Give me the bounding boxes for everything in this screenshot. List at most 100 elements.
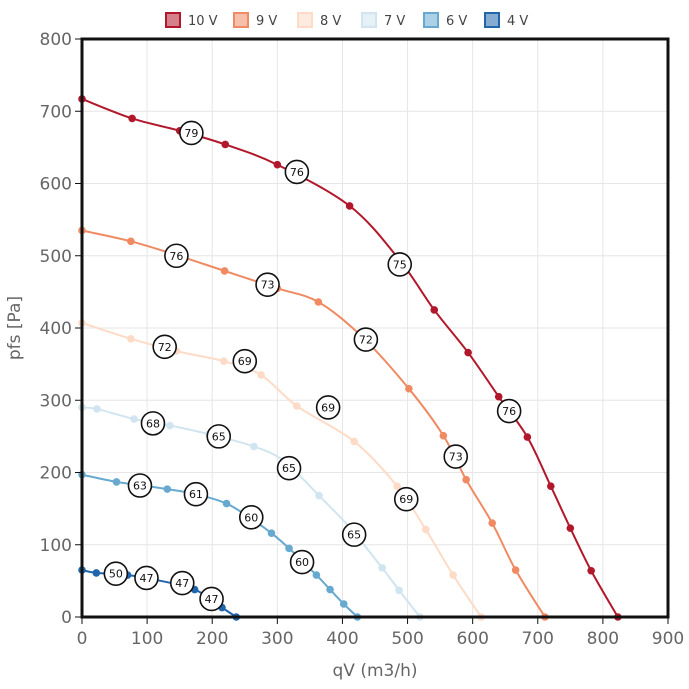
badge-circle: [289, 549, 315, 575]
x-tick-label: 500: [391, 629, 423, 649]
efficiency-badge: 72: [353, 327, 379, 352]
y-tick-label: 800: [40, 30, 72, 50]
data-point: [439, 431, 448, 440]
data-point: [257, 371, 265, 379]
efficiency-badge: 72: [152, 334, 177, 360]
data-point: [92, 569, 101, 577]
badge-circle: [140, 411, 166, 436]
efficiency-badge: 76: [164, 243, 189, 269]
efficiency-badge: 65: [206, 424, 232, 449]
data-point: [430, 306, 439, 314]
data-point: [523, 433, 532, 441]
legend-label: 9 V: [256, 14, 277, 29]
y-tick-label: 600: [40, 175, 72, 195]
legend: 10 V 9 V 8 V 7 V 6 V 4 V: [165, 12, 528, 29]
badge-circle: [284, 159, 310, 185]
efficiency-badge: 68: [140, 411, 166, 436]
badge-circle: [443, 444, 469, 469]
legend-swatch: [165, 12, 181, 28]
data-point: [130, 415, 138, 423]
data-point: [395, 586, 403, 595]
y-tick-label: 300: [40, 391, 72, 411]
badge-label: 50: [109, 568, 123, 581]
data-point: [378, 564, 386, 572]
efficiency-badge: 47: [134, 565, 159, 591]
data-point: [220, 267, 229, 275]
efficiency-badge: 65: [341, 522, 367, 547]
badge-circle: [255, 272, 280, 297]
x-tick-label: 300: [261, 629, 293, 649]
y-axis-title: pfs [Pa]: [5, 296, 25, 360]
badge-circle: [103, 561, 129, 586]
legend-label: 4 V: [507, 14, 528, 29]
badge-circle: [353, 327, 379, 352]
badge-circle: [169, 570, 195, 596]
x-tick-label: 600: [456, 629, 488, 649]
data-point: [285, 544, 293, 553]
efficiency-badge: 47: [199, 586, 224, 612]
badge-circle: [206, 424, 232, 449]
data-point: [587, 566, 595, 575]
legend-swatch: [484, 12, 500, 28]
efficiency-badge: 61: [183, 481, 209, 507]
badge-circle: [134, 565, 159, 591]
x-axis: 0 100 200 300 400 500 600 700 800 900: [77, 617, 684, 649]
x-tick-label: 100: [131, 629, 163, 649]
data-point: [163, 485, 172, 493]
legend-item: 8 V: [297, 12, 341, 29]
badge-label: 76: [290, 166, 304, 179]
badge-label: 73: [449, 451, 463, 464]
badge-circle: [179, 120, 204, 146]
efficiency-badge: 75: [387, 252, 413, 277]
efficiency-badge: 50: [103, 561, 129, 586]
efficiency-badge: 79: [179, 120, 204, 146]
badge-label: 69: [321, 401, 335, 414]
data-point: [345, 202, 354, 210]
badge-circle: [393, 486, 419, 512]
data-point: [315, 491, 323, 500]
badge-label: 72: [158, 341, 172, 354]
efficiency-badge: 47: [169, 570, 195, 596]
badge-circle: [164, 243, 189, 269]
data-point: [449, 571, 457, 579]
grid: [81, 38, 669, 618]
badge-label: 60: [244, 511, 258, 524]
data-point: [547, 482, 555, 491]
data-point: [326, 585, 334, 594]
data-point: [312, 571, 321, 579]
y-tick-label: 700: [40, 102, 72, 122]
badge-circle: [152, 334, 177, 360]
badge-circle: [183, 481, 209, 507]
badge-label: 60: [295, 556, 309, 569]
data-point: [166, 421, 174, 430]
badge-label: 65: [282, 462, 296, 475]
badge-label: 47: [175, 577, 189, 590]
legend-item: 9 V: [233, 12, 277, 29]
efficiency-badge: 76: [284, 159, 310, 185]
efficiency-badge: 60: [289, 549, 315, 575]
badge-label: 65: [212, 430, 226, 443]
legend-label: 10 V: [188, 14, 218, 29]
badge-circle: [387, 252, 413, 277]
legend-swatch: [361, 12, 377, 28]
legend-label: 7 V: [384, 14, 405, 29]
data-point: [93, 405, 101, 413]
legend-item: 7 V: [361, 12, 405, 29]
efficiency-badge: 69: [393, 486, 419, 512]
data-point: [405, 384, 413, 393]
data-point: [267, 529, 276, 537]
data-point: [128, 114, 136, 123]
legend-item: 10 V: [165, 12, 218, 29]
efficiency-badge: 73: [255, 272, 280, 297]
data-point: [221, 140, 230, 149]
badge-label: 47: [205, 593, 219, 606]
data-point: [220, 357, 228, 366]
y-axis: 0 100 200 300 400 500 600 700 800: [40, 30, 82, 628]
badge-label: 76: [169, 250, 183, 263]
x-tick-label: 800: [587, 629, 619, 649]
badge-circle: [496, 398, 522, 424]
data-point: [293, 402, 301, 410]
badge-circle: [315, 395, 341, 420]
data-point: [421, 525, 430, 534]
efficiency-badge: 69: [232, 348, 258, 374]
